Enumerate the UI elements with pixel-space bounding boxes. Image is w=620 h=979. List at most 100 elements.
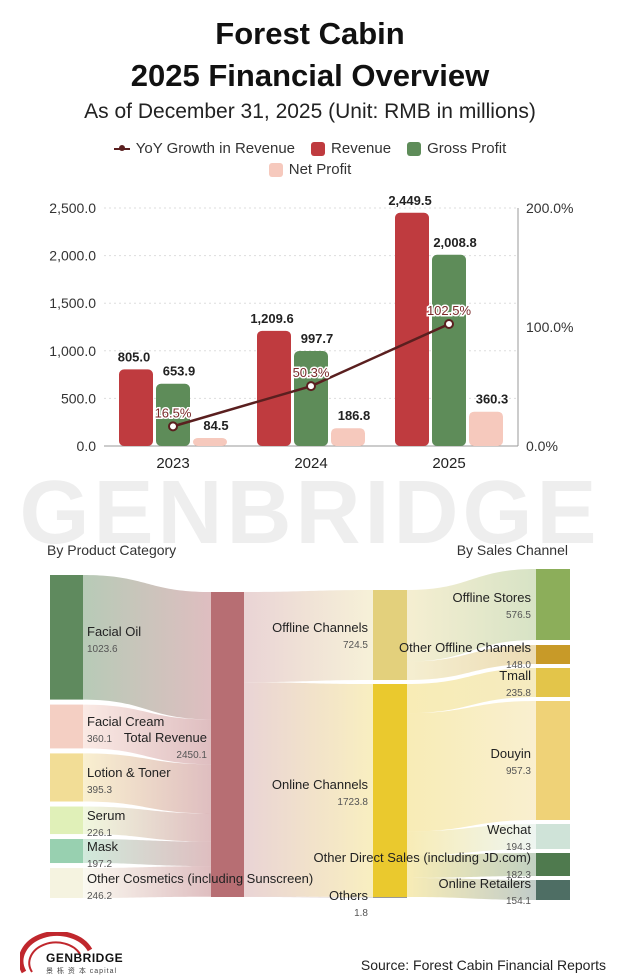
bar-gross-profit: [432, 254, 466, 446]
x-tick-label: 2025: [432, 455, 465, 472]
flow-total-to-channel: [244, 682, 373, 897]
subchannel-label-value: 154.1: [506, 896, 531, 907]
category-label-name: Other Cosmetics (including Sunscreen): [87, 871, 313, 886]
flow-channel-to-subchannel: [407, 569, 536, 662]
subchannel-label-value: 235.8: [506, 688, 531, 699]
bar-data-label: 653.9: [163, 364, 196, 379]
flow-total-to-channel: [244, 590, 373, 683]
node-channel: [373, 590, 407, 680]
node-category: [50, 575, 83, 700]
y2-tick-label: 200.0%: [526, 200, 573, 216]
bar-revenue: [395, 212, 429, 446]
y2-tick-label: 0.0%: [526, 438, 558, 454]
sankey-right-heading: By Sales Channel: [456, 542, 568, 558]
x-tick-label: 2023: [156, 455, 189, 472]
legend-label: Net Profit: [288, 161, 352, 178]
y-tick-label: 2,500.0: [49, 200, 96, 216]
bar-net-profit: [331, 428, 365, 446]
channel-label-value: 724.5: [343, 640, 368, 651]
legend-label: YoY Growth in Revenue: [135, 140, 296, 157]
total-label-name: Total Revenue: [124, 730, 207, 745]
category-label-value: 360.1: [87, 734, 112, 745]
genbridge-logo-icon: [20, 932, 93, 974]
subchannel-label-value: 576.5: [506, 610, 531, 621]
category-label-name: Lotion & Toner: [87, 765, 171, 780]
node-subchannel: [536, 645, 570, 664]
legend-item-yoy-growth[interactable]: YoY Growth in Revenue: [113, 140, 296, 157]
page-title-line2: 2025 Financial Overview: [130, 58, 490, 93]
node-category: [50, 806, 83, 835]
flow-category-to-total: [83, 704, 211, 765]
total-label-value: 2450.1: [176, 750, 207, 761]
legend-swatch: [268, 162, 283, 177]
flow-channel-to-subchannel: [407, 701, 536, 832]
category-label-value: 197.2: [87, 859, 112, 870]
flow-category-to-total: [83, 866, 211, 898]
channel-label-value: 1723.8: [337, 797, 368, 808]
subchannel-label-name: Wechat: [487, 822, 531, 837]
flow-channel-to-subchannel: [407, 668, 536, 714]
bar-gross-profit: [156, 383, 190, 446]
legend-label: Revenue: [331, 140, 392, 157]
bar-data-label: 1,209.6: [250, 311, 293, 326]
subchannel-label-value: 957.3: [506, 766, 531, 777]
yoy-growth-label: 102.5%: [427, 303, 472, 318]
legend-label: Gross Profit: [427, 140, 507, 157]
legend-item-revenue[interactable]: Revenue: [311, 140, 391, 157]
category-label-value: 246.2: [87, 891, 112, 902]
category-label-value: 226.1: [87, 828, 112, 839]
bar-data-label: 805.0: [118, 349, 151, 364]
legend-line-marker: [113, 142, 130, 156]
yoy-growth-label-halo: 102.5%: [427, 303, 472, 318]
bar-data-label: 2,449.5: [388, 193, 431, 208]
subchannel-label-name: Other Direct Sales (including JD.com): [314, 850, 531, 865]
legend-item-gross-profit[interactable]: Gross Profit: [407, 140, 506, 157]
channel-label-name: Offline Channels: [272, 620, 368, 635]
yoy-growth-label-halo: 16.5%: [155, 405, 192, 420]
node-channel: [373, 684, 407, 897]
yoy-growth-point: [168, 421, 178, 432]
node-subchannel: [536, 880, 570, 900]
subchannel-label-value: 182.3: [506, 870, 531, 881]
yoy-growth-label: 50.3%: [293, 365, 330, 380]
channel-label-name: Others: [329, 888, 369, 903]
subchannel-label-value: 194.3: [506, 842, 531, 853]
node-subchannel: [536, 853, 570, 876]
legend-swatch: [407, 141, 422, 156]
bar-gross-profit: [294, 351, 328, 446]
category-label-name: Facial Cream: [87, 714, 164, 729]
channel-label-value: 1.8: [354, 908, 368, 919]
node-category: [50, 868, 83, 898]
category-label-name: Mask: [87, 839, 119, 854]
flow-channel-to-subchannel: [407, 824, 536, 856]
category-label-value: 1023.6: [87, 644, 118, 655]
chart-legend: YoY Growth in Revenue Revenue Gross Prof…: [60, 140, 560, 178]
node-subchannel: [536, 701, 570, 820]
legend-item-net-profit[interactable]: Net Profit: [268, 161, 352, 178]
node-category: [50, 839, 83, 864]
category-label-value: 395.3: [87, 785, 112, 796]
bar-revenue: [119, 369, 153, 446]
node-subchannel: [536, 824, 570, 849]
yoy-growth-point: [444, 319, 454, 330]
revenue-sankey-diagram: Facial Oil 1023.6 Facial Cream 360.1 Lotion …: [50, 569, 570, 919]
category-label-name: Serum: [87, 808, 125, 823]
page-title-line1: Forest Cabin: [215, 16, 405, 51]
legend-swatch: [311, 141, 326, 156]
flow-channel-to-subchannel: [407, 853, 536, 878]
flow-channel-to-subchannel: [407, 877, 536, 900]
y-tick-label: 2,000.0: [49, 248, 96, 264]
bar-net-profit: [193, 437, 227, 446]
yoy-growth-label: 16.5%: [155, 405, 192, 420]
bar-data-label: 84.5: [203, 418, 228, 433]
logo-name: GENBRIDGE: [46, 951, 124, 965]
node-total-revenue: [211, 592, 244, 897]
flow-total-to-channel: [244, 896, 373, 898]
financial-bar-chart: 0.0 500.0 1,000.0 1,500.0 2,000.0 2,500.0 0.0%…: [49, 193, 573, 472]
node-subchannel: [536, 569, 570, 640]
y-tick-label: 500.0: [61, 390, 96, 406]
y-tick-label: 1,500.0: [49, 295, 96, 311]
flow-category-to-total: [83, 753, 211, 814]
page-subtitle: As of December 31, 2025 (Unit: RMB in mi…: [84, 100, 536, 123]
node-category: [50, 704, 83, 749]
